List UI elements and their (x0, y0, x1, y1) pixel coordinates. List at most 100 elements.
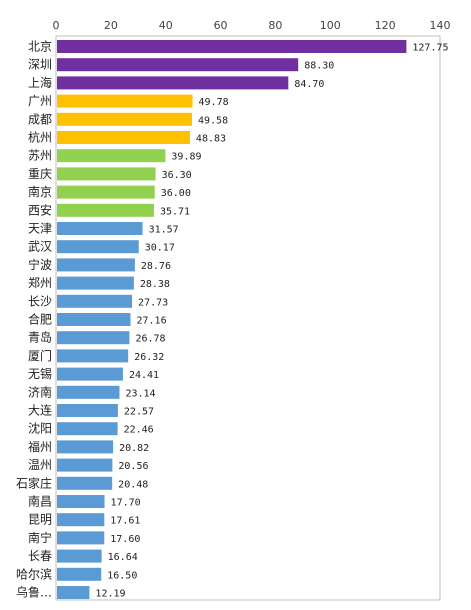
bar (57, 112, 192, 126)
bar (57, 240, 139, 254)
bar (57, 495, 105, 508)
category-label: 石家庄 (16, 475, 52, 490)
data-label: 12.19 (95, 589, 125, 600)
data-label: 22.46 (124, 425, 154, 436)
data-label: 48.83 (196, 134, 226, 145)
data-label: 84.70 (294, 79, 324, 90)
bar (57, 58, 299, 72)
x-tick-label: 140 (430, 19, 451, 32)
data-label: 27.16 (136, 316, 166, 327)
bar (57, 549, 102, 563)
category-label: 青岛 (28, 330, 52, 345)
data-label: 28.38 (140, 279, 170, 290)
bar (57, 440, 114, 454)
category-label: 无锡 (28, 366, 52, 381)
bar (57, 331, 130, 345)
category-label: 昆明 (28, 513, 52, 527)
category-label: 苏州 (28, 149, 52, 163)
data-label: 35.71 (160, 206, 190, 217)
category-label: 哈尔滨 (16, 566, 52, 581)
bar (57, 131, 190, 144)
category-label: 郑州 (28, 275, 52, 290)
bar (57, 513, 105, 527)
x-tick-label: 120 (375, 19, 396, 32)
bar (57, 258, 135, 272)
bar (57, 222, 143, 235)
category-label: 北京 (28, 40, 52, 54)
category-label: 宁波 (28, 257, 52, 272)
category-label: 大连 (28, 403, 52, 418)
x-tick-label: 80 (268, 19, 282, 32)
category-label: 天津 (28, 222, 52, 236)
category-label: 上海 (28, 75, 52, 90)
category-label: 沈阳 (28, 421, 52, 436)
data-label: 16.64 (108, 552, 138, 563)
category-label: 合肥 (28, 312, 52, 327)
data-label: 36.00 (161, 188, 191, 199)
category-label: 济南 (28, 384, 52, 399)
data-label: 39.89 (171, 152, 201, 163)
x-tick-label: 40 (159, 19, 173, 32)
data-label: 49.78 (199, 97, 229, 108)
data-label: 22.57 (124, 407, 154, 418)
category-label: 武汉 (28, 240, 52, 254)
data-label: 30.17 (145, 243, 175, 254)
category-label: 西安 (28, 202, 52, 217)
bar (57, 404, 118, 417)
bar (57, 367, 123, 381)
data-label: 26.32 (134, 352, 164, 363)
bar (57, 531, 105, 545)
data-label: 24.41 (129, 370, 159, 381)
category-label: 杭州 (28, 130, 52, 145)
x-axis-ticks: 0 20 40 60 80 100 120 140 (53, 19, 451, 32)
data-label: 23.14 (125, 388, 155, 399)
plot-frame (55, 35, 441, 601)
bar (57, 203, 154, 217)
data-label: 17.70 (111, 498, 141, 509)
category-label: 长沙 (28, 294, 52, 308)
data-label: 20.48 (118, 479, 148, 490)
bar (57, 422, 118, 436)
category-label: 厦门 (28, 348, 52, 363)
bar (57, 294, 133, 308)
category-label: 南宁 (28, 530, 52, 545)
bars-group: 北京 127.75 深圳 88.30 上海 84.70 广州 49.78 成都 49.58 杭州 48… (16, 40, 449, 600)
bar (57, 385, 120, 399)
category-label: 广州 (28, 94, 52, 108)
x-tick-label: 0 (53, 19, 60, 32)
category-label: 成都 (28, 112, 52, 126)
category-label: 南京 (28, 184, 52, 199)
bar (57, 149, 166, 163)
data-label: 127.75 (412, 43, 448, 54)
bar (57, 349, 129, 363)
bar (57, 76, 289, 90)
data-label: 36.30 (162, 170, 192, 181)
bar (57, 476, 113, 490)
category-label: 深圳 (28, 58, 52, 72)
data-label: 17.60 (110, 534, 140, 545)
data-label: 49.58 (198, 115, 228, 126)
category-label: 乌鲁… (16, 585, 52, 600)
x-tick-label: 60 (214, 19, 228, 32)
category-label: 重庆 (28, 167, 52, 181)
data-label: 20.82 (119, 443, 149, 454)
category-label: 长春 (28, 549, 52, 563)
bar (57, 185, 155, 199)
category-label: 福州 (28, 439, 52, 454)
category-label: 南昌 (28, 494, 52, 509)
bar (57, 313, 131, 326)
data-label: 31.57 (149, 225, 179, 236)
data-label: 17.61 (110, 516, 140, 527)
data-label: 28.76 (141, 261, 171, 272)
data-label: 20.56 (118, 461, 148, 472)
bar (57, 276, 134, 290)
bar (57, 458, 113, 472)
data-label: 88.30 (304, 61, 334, 72)
x-tick-label: 100 (320, 19, 341, 32)
bar (57, 94, 193, 108)
bar (57, 40, 407, 53)
x-tick-label: 20 (104, 19, 118, 32)
category-label: 温州 (28, 458, 52, 472)
data-label: 16.50 (107, 570, 137, 581)
